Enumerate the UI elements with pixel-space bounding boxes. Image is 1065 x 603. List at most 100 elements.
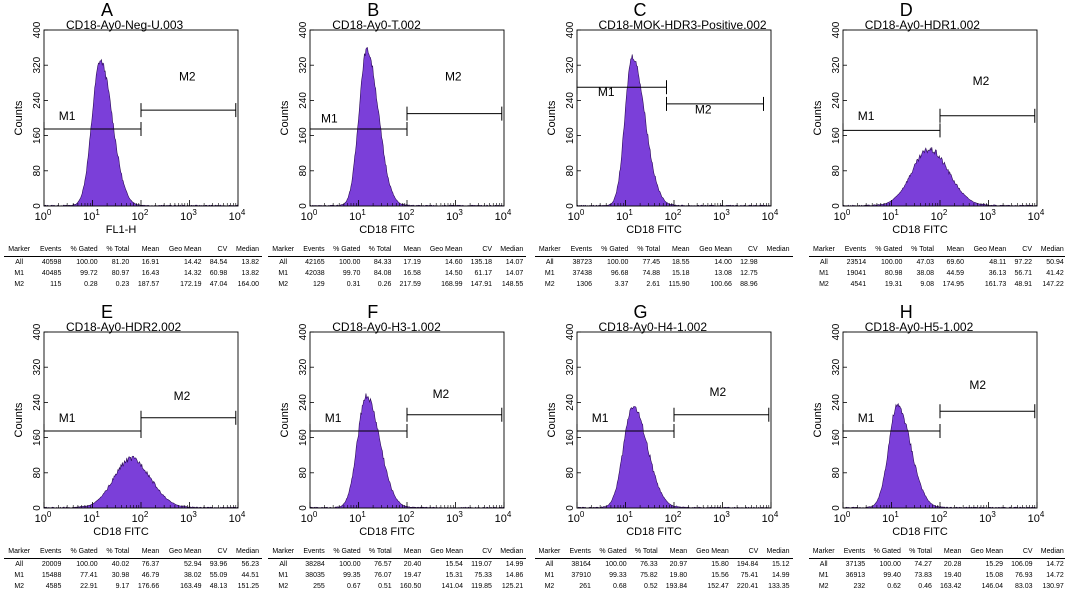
panel-title: CD18-Ay0-Neg-U.003 [66,18,184,32]
table-cell: 40598 [41,259,62,266]
table-cell: 0.31 [346,281,361,288]
x-tick-label: 100 [833,510,850,525]
table-cell: 130.97 [1042,583,1064,590]
y-tick-label: 320 [831,56,842,73]
table-cell: All [545,259,554,266]
column-header: Geo Mean [973,246,1007,253]
table-cell: 14.50 [445,270,463,277]
column-header: % Gated [333,246,361,253]
table-row: M2 232 0.62 0.46 163.42 146.04 83.03 130.97 [809,581,1065,592]
table-row: M2 261 0.68 0.52 193.84 152.47 220.41 133.35 [535,581,793,592]
table-cell: 0.46 [918,583,932,590]
table-row: All 20009 100.00 40.02 76.37 52.94 93.96 56.23 [4,559,262,571]
y-tick-label: 240 [298,92,309,109]
x-tick-label: 101 [349,510,366,525]
table-cell: 38164 [571,561,591,568]
y-tick-label: 0 [298,505,309,511]
marker-stats-table: Marker Events % Gated % Total Mean Geo Mean CV… [808,244,1065,290]
table-cell: M2 [544,281,555,288]
x-tick-label: 102 [930,208,947,223]
column-header: Geo Mean [696,548,729,555]
x-tick-label: 104 [761,208,778,223]
table-cell: 0.26 [377,281,392,288]
table-cell: 81.20 [111,259,130,266]
table-cell: 76.37 [141,561,160,568]
table-cell: 47.04 [209,281,228,288]
table-cell: 129 [312,281,325,288]
panel-h: H CD18-Ay0-H5-1.002 0 80 160 240 320 400 Counts 1… [799,302,1065,603]
gate-marker-m1: M1 [842,411,941,438]
table-cell: 99.33 [609,572,627,579]
table-cell: 76.07 [374,572,392,579]
gate-marker-m2: M2 [406,70,503,121]
y-tick-label: 240 [565,394,576,411]
gate-label: M2 [445,70,462,84]
y-tick-label: 160 [831,429,842,446]
x-tick-label: 103 [180,510,197,525]
column-header: Geo Mean [168,548,202,555]
table-cell: 80.97 [111,270,130,277]
table-row: M2 255 0.67 0.51 160.50 141.04 119.85 125.21 [268,581,526,592]
x-axis-label: CD18 FITC [892,526,948,538]
table-row: All 23514 100.00 47.03 69.60 48.11 97.22 50.94 [809,257,1065,269]
table-cell [761,257,793,269]
y-axis-label: Counts [279,100,291,135]
table-cell: M1 [544,572,555,579]
table-cell: 148.55 [501,281,524,288]
histogram-plot: 0 80 160 240 320 400 Counts 100 101 102 103 104 CD18… [279,323,512,538]
column-header: % Total [909,548,932,555]
table-cell: 15.18 [671,270,690,277]
table-cell: 93.96 [209,561,228,568]
gate-marker-m1: M1 [576,411,674,438]
marker-stats-table: Marker Events % Gated % Total Mean Geo Mean CV… [4,546,262,592]
table-cell: 97.22 [1014,259,1033,266]
y-tick-label: 240 [32,394,43,411]
y-tick-label: 240 [32,92,43,109]
table-cell: 15.80 [711,561,729,568]
table-cell: 36913 [845,572,866,579]
table-cell: M2 [278,281,289,288]
table-cell: M1 [14,572,25,579]
table-cell: 9.17 [115,583,130,590]
table-cell: 100.00 [879,561,901,568]
table-cell: 13.82 [241,259,259,266]
table-cell: 84.08 [373,270,392,277]
table-cell: 168.99 [441,281,463,288]
column-header: Mean [141,246,160,253]
column-header: Events [303,548,325,555]
table-cell: 77.45 [642,259,661,266]
y-tick-label: 400 [32,21,43,38]
table-cell: 194.84 [736,561,759,568]
panel-letter: D [899,0,913,20]
column-header: CV [747,246,758,253]
table-cell: 38284 [305,561,325,568]
column-header: % Gated [601,246,629,253]
panel-g: G CD18-Ay0-H4-1.002 0 80 160 240 320 400 Counts 1… [533,302,799,603]
table-cell: M2 [544,583,555,590]
table-cell: 0.67 [346,583,361,590]
table-cell: 38.02 [184,572,202,579]
table-cell: 100.00 [605,561,627,568]
histogram-area [576,54,771,207]
table-cell: M2 [819,281,829,288]
table-cell: 193.84 [665,583,688,590]
y-tick-label: 400 [298,21,309,38]
gate-label: M2 [969,378,986,392]
table-cell: 125.21 [501,583,524,590]
table-cell: 14.00 [714,259,732,266]
table-cell: 100.00 [881,259,903,266]
table-cell: 115.90 [668,281,690,288]
column-header: Median [236,548,259,555]
x-tick-label: 101 [349,208,366,223]
histogram-area [842,147,1038,207]
table-cell: 106.09 [1011,561,1033,568]
table-cell: 44.51 [241,572,259,579]
table-cell: 20.28 [943,561,962,568]
x-tick-label: 101 [882,208,899,223]
column-header: Geo Mean [970,548,1004,555]
table-row: All 38164 100.00 76.33 20.97 15.80 194.84 15.12 [535,559,793,571]
column-header: % Total [106,246,130,253]
column-header: CV [217,246,228,253]
x-tick-label: 101 [83,208,100,223]
gate-marker-m2: M2 [140,389,237,425]
